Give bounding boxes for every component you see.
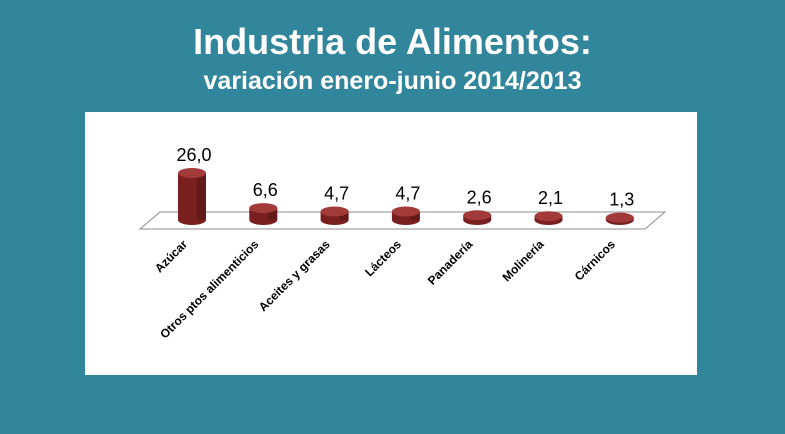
data-label: 4,7 <box>395 184 420 204</box>
data-label: 6,6 <box>253 180 278 200</box>
category-label: Aceites y grasas <box>256 237 333 314</box>
bar-shade <box>268 208 278 220</box>
bar-body <box>178 173 206 225</box>
data-label: 26,0 <box>176 145 211 165</box>
data-label: 2,6 <box>467 187 492 207</box>
category-label: Lácteos <box>362 237 404 279</box>
bar-1 <box>249 203 278 225</box>
data-label: 1,3 <box>609 190 634 210</box>
bar-cap <box>249 203 278 214</box>
bar-5 <box>534 211 563 225</box>
chart-panel: 26,0 6,6 4,7 4,7 2,6 2,1 1,3 Azúcar Otros ptos … <box>85 112 697 375</box>
category-label: Panadería <box>425 237 476 288</box>
bar-4 <box>463 210 492 225</box>
bar-3 <box>391 206 420 225</box>
bar-0 <box>178 168 206 225</box>
data-label: 2,1 <box>538 188 563 208</box>
bar-cap <box>320 206 349 217</box>
category-label: Cárnicos <box>572 237 618 283</box>
bar-cap <box>178 168 206 178</box>
category-label: Azúcar <box>152 237 190 275</box>
data-label: 4,7 <box>324 184 349 204</box>
bar-cap <box>463 210 492 221</box>
category-label: Molinería <box>499 237 546 284</box>
bar-cap <box>534 211 563 222</box>
bar-cap <box>605 212 634 223</box>
bar-shade <box>410 211 420 220</box>
page-subtitle: variación enero-junio 2014/2013 <box>203 67 582 95</box>
bar-2 <box>320 206 349 225</box>
page-title: Industria de Alimentos: <box>193 21 592 62</box>
bar-shade <box>196 173 206 220</box>
bar-6 <box>605 212 634 225</box>
bar-shade <box>339 211 349 220</box>
bar-cap <box>391 206 420 217</box>
